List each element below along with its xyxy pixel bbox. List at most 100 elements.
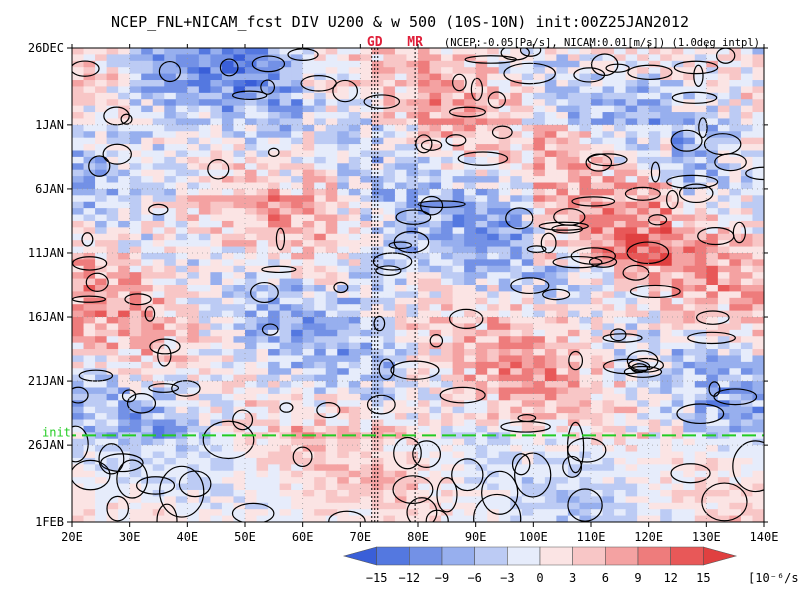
heat-cell [152, 208, 165, 216]
heat-cell [221, 502, 235, 510]
heat-cell [510, 54, 523, 62]
heat-cell [164, 425, 177, 433]
heat-cell [694, 515, 707, 522]
heat-cell [279, 457, 292, 465]
heat-cell [602, 227, 615, 235]
heat-cell [256, 317, 269, 325]
heat-cell [625, 233, 638, 241]
heat-cell [556, 214, 569, 222]
heat-cell [221, 227, 235, 235]
heat-cell [291, 227, 304, 235]
heat-cell [464, 483, 477, 491]
heat-cell [625, 240, 638, 248]
heat-cell [567, 86, 581, 94]
heat-cell [521, 150, 534, 158]
heat-cell [268, 451, 281, 459]
heat-cell [141, 73, 154, 81]
heat-cell [198, 374, 211, 382]
heat-cell [648, 156, 661, 164]
heat-cell [487, 291, 500, 299]
heat-cell [337, 208, 350, 216]
heat-cell [302, 368, 315, 376]
heat-cell [602, 419, 615, 427]
heat-cell [198, 176, 211, 184]
heat-cell [683, 310, 696, 318]
heat-cell [637, 323, 650, 331]
heat-cell [187, 150, 200, 158]
heat-cell [475, 176, 488, 184]
heat-cell [418, 368, 431, 376]
heat-cell [533, 182, 546, 190]
heat-cell [187, 156, 200, 164]
heat-cell [325, 252, 338, 260]
heat-cell [683, 54, 696, 62]
heat-cell [487, 381, 500, 389]
heat-cell [83, 457, 96, 465]
heat-cell [464, 470, 477, 478]
x-tick-label: 130E [692, 530, 721, 544]
heat-cell [441, 278, 454, 286]
heat-cell [556, 73, 569, 81]
heat-cell [487, 272, 500, 280]
heat-cell [694, 451, 707, 459]
heat-cell [498, 387, 511, 395]
heat-cell [95, 163, 108, 171]
heat-cell [314, 457, 327, 465]
heat-cell [648, 470, 661, 478]
heat-cell [452, 67, 465, 75]
heat-cell [106, 496, 119, 504]
heat-cell [671, 240, 684, 248]
heat-cell [521, 112, 534, 120]
heat-cell [694, 336, 707, 344]
heat-cell [175, 176, 188, 184]
heat-cell [498, 445, 511, 453]
heat-cell [314, 477, 327, 485]
heat-cell [383, 291, 396, 299]
heat-cell [441, 457, 454, 465]
heat-cell [383, 425, 396, 433]
heat-cell [256, 80, 269, 88]
heat-cell [475, 432, 488, 440]
heat-cell [452, 451, 465, 459]
heat-cell [740, 131, 754, 139]
heat-cell [279, 220, 292, 228]
heat-cell [337, 310, 350, 318]
heat-cell [591, 48, 604, 56]
heat-cell [441, 387, 454, 395]
heat-cell [279, 400, 292, 408]
heat-cell [579, 477, 592, 485]
heat-cell [72, 406, 85, 414]
heat-cell [314, 105, 327, 113]
heat-cell [510, 502, 523, 510]
heat-cell [556, 176, 569, 184]
heat-cell [129, 227, 142, 235]
heat-cell [325, 156, 338, 164]
heat-cell [83, 381, 96, 389]
heat-cell [429, 137, 442, 145]
heat-cell [175, 457, 188, 465]
contour [713, 388, 758, 406]
heat-cell [187, 54, 200, 62]
heat-cell [637, 73, 650, 81]
heat-cell [383, 144, 396, 152]
heat-cell [706, 195, 719, 203]
heat-cell [556, 195, 569, 203]
heat-cell [175, 80, 188, 88]
heat-cell [475, 124, 488, 132]
heat-cell [325, 361, 338, 369]
heat-cell [175, 272, 188, 280]
heat-cell [660, 349, 673, 357]
heat-cell [441, 163, 454, 171]
heat-cell [752, 86, 764, 94]
heat-cell [256, 489, 269, 497]
heat-cell [452, 99, 465, 107]
heat-cell [683, 502, 696, 510]
heat-cell [360, 220, 373, 228]
heat-cell [418, 169, 431, 177]
heat-cell [325, 451, 338, 459]
heat-cell [614, 285, 627, 293]
heat-cell [614, 195, 627, 203]
heat-cell [371, 163, 384, 171]
heat-cell [510, 163, 523, 171]
heat-cell [348, 92, 361, 100]
